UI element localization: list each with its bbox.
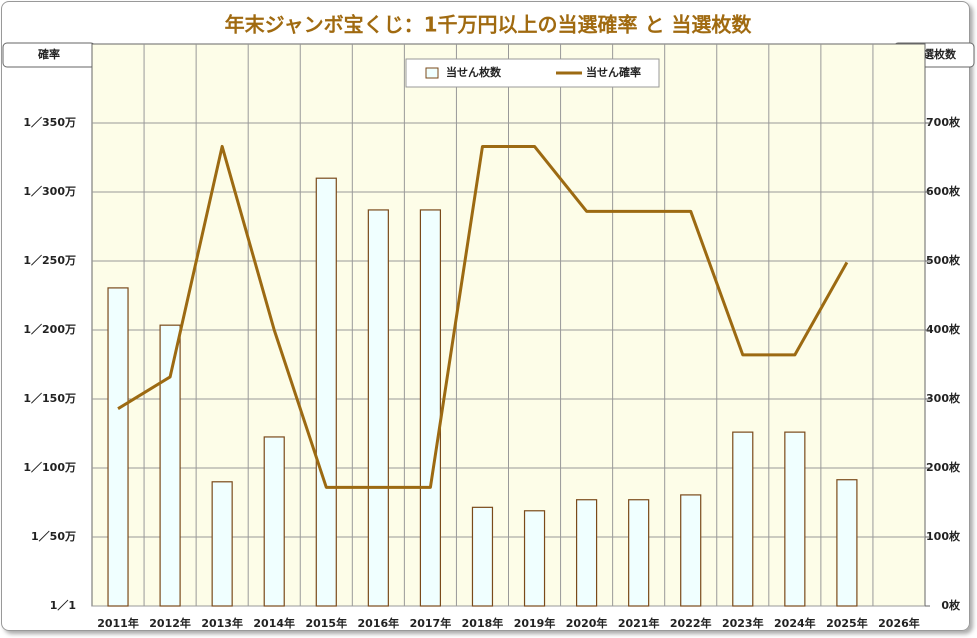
x-tick-label: 2026年 [878, 616, 920, 630]
y2-tick-label: 200枚 [926, 460, 961, 474]
bar [211, 481, 233, 607]
y-tick-label: 1／300万 [23, 185, 76, 198]
x-tick-label: 2014年 [253, 616, 295, 630]
bar [419, 209, 442, 607]
y2-tick-label: 400枚 [926, 322, 961, 336]
bar [784, 431, 806, 607]
y-tick-label: 1／1 [50, 599, 76, 612]
x-tick-label: 2020年 [566, 616, 608, 630]
x-tick-label: 2011年 [97, 616, 139, 630]
frame [1, 1, 970, 631]
legend-swatch [425, 67, 439, 79]
x-tick-label: 2013年 [201, 616, 243, 630]
x-tick-label: 2018年 [462, 616, 504, 630]
y2-tick-label: 300枚 [926, 391, 961, 405]
y2-tick-label: 0枚 [941, 598, 961, 612]
bar [523, 510, 546, 607]
bar [107, 287, 129, 607]
x-tick-label: 2025年 [826, 616, 868, 630]
bar [159, 324, 181, 607]
bar [367, 209, 389, 607]
x-tick-label: 2016年 [358, 616, 400, 630]
x-tick-label: 2017年 [410, 616, 452, 630]
y-tick-label: 1／350万 [23, 116, 76, 129]
x-tick-label: 2023年 [722, 616, 764, 630]
y-tick-label: 1／200万 [23, 323, 76, 336]
y-tick-label: 1／50万 [31, 530, 76, 543]
y-tick-label: 1／250万 [23, 254, 76, 267]
chart-title: 年末ジャンボ宝くじ：1千万円以上の当選確率 と 当選枚数 [225, 13, 753, 37]
bar [315, 177, 337, 607]
y2-tick-label: 600枚 [926, 184, 961, 198]
x-tick-label: 2022年 [670, 616, 712, 630]
x-tick-label: 2021年 [618, 616, 660, 630]
y2-tick-label: 100枚 [926, 529, 961, 543]
legend-label: 当せん枚数 [446, 65, 502, 79]
bar [471, 506, 494, 607]
bar [575, 499, 598, 607]
y-axis-title: 確率 [38, 47, 60, 61]
bar [732, 431, 754, 607]
bar [263, 436, 285, 607]
bar [836, 479, 858, 607]
bar [628, 499, 650, 607]
line [117, 144, 849, 489]
x-tick-label: 2012年 [149, 616, 191, 630]
x-tick-label: 2024年 [774, 616, 816, 630]
bar [680, 494, 702, 607]
y2-tick-label: 700枚 [926, 115, 961, 129]
y-tick-label: 1／150万 [23, 392, 76, 405]
legend-box [405, 58, 660, 88]
x-tick-label: 2019年 [514, 616, 556, 630]
y-tick-label: 1／100万 [23, 461, 76, 474]
y2-tick-label: 500枚 [926, 253, 961, 267]
legend-label: 当せん確率 [586, 65, 641, 79]
x-tick-label: 2015年 [305, 616, 347, 630]
